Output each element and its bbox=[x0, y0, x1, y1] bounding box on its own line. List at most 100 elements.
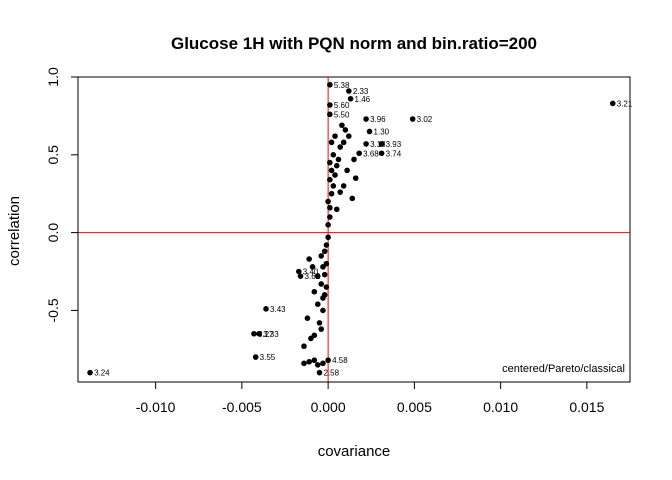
data-point bbox=[314, 362, 321, 368]
data-point bbox=[297, 273, 304, 279]
data-point bbox=[346, 133, 352, 139]
point-label: 3.68 bbox=[363, 149, 379, 158]
data-point bbox=[346, 88, 352, 94]
data-point bbox=[335, 156, 342, 163]
data-point bbox=[340, 139, 347, 146]
x-tick-label: 0.010 bbox=[483, 399, 518, 415]
data-point bbox=[366, 128, 373, 135]
data-point bbox=[327, 111, 333, 118]
data-point bbox=[340, 183, 347, 189]
y-tick-label: 0.0 bbox=[45, 223, 61, 243]
data-point bbox=[318, 326, 325, 332]
data-point bbox=[342, 127, 349, 133]
data-point bbox=[323, 242, 330, 248]
point-label: 2.58 bbox=[324, 369, 340, 378]
data-point bbox=[409, 116, 416, 122]
y-axis-label: correlation bbox=[6, 196, 23, 266]
data-point bbox=[337, 144, 344, 150]
x-tick-label: -0.005 bbox=[222, 399, 262, 415]
data-point bbox=[333, 206, 340, 213]
point-label: 5.50 bbox=[334, 110, 350, 119]
point-label: 2.33 bbox=[353, 87, 369, 96]
y-tick-label: 1.0 bbox=[45, 67, 61, 87]
data-point bbox=[363, 116, 369, 122]
x-tick-label: -0.010 bbox=[136, 399, 176, 415]
data-point bbox=[320, 307, 326, 314]
point-label: 4.58 bbox=[332, 356, 348, 365]
chart-title: Glucose 1H with PQN norm and bin.ratio=2… bbox=[171, 34, 537, 53]
data-point bbox=[323, 260, 330, 267]
x-axis-label: covariance bbox=[318, 443, 391, 460]
point-label: 5.38 bbox=[334, 81, 350, 90]
data-point bbox=[328, 167, 335, 174]
data-point bbox=[314, 273, 321, 279]
data-point bbox=[356, 150, 362, 157]
data-point bbox=[327, 204, 333, 211]
data-point bbox=[316, 320, 323, 326]
data-point bbox=[321, 292, 328, 298]
data-point bbox=[311, 288, 318, 295]
point-label: 3.93 bbox=[386, 140, 402, 149]
data-point bbox=[325, 222, 331, 228]
data-point bbox=[347, 95, 354, 102]
data-point bbox=[327, 176, 333, 183]
data-point bbox=[306, 358, 312, 365]
data-point bbox=[328, 190, 335, 197]
data-point bbox=[330, 152, 337, 158]
plot-frame bbox=[77, 76, 631, 383]
plot-area: -0.010 -0.005 0.000 0.005 0.010 0.015 -0.5 0.0 0… bbox=[45, 67, 633, 415]
data-point bbox=[325, 234, 331, 241]
data-point bbox=[327, 214, 333, 220]
data-point bbox=[363, 141, 369, 147]
data-point bbox=[327, 159, 333, 166]
point-label: 3.27 bbox=[258, 330, 274, 339]
point-label: 3.24 bbox=[94, 369, 110, 378]
point-label: 3.43 bbox=[270, 305, 286, 314]
point-label: 5.60 bbox=[334, 101, 350, 110]
data-point bbox=[87, 369, 93, 376]
point-label: 1.46 bbox=[355, 95, 371, 104]
data-point bbox=[311, 332, 318, 339]
y-tick-label: -0.5 bbox=[45, 298, 61, 322]
point-label: 1.30 bbox=[374, 127, 390, 136]
data-point bbox=[378, 150, 385, 157]
data-point bbox=[320, 360, 326, 367]
point-label: 3.18 bbox=[370, 140, 386, 149]
data-point bbox=[339, 122, 345, 129]
point-label: 3.55 bbox=[260, 353, 276, 362]
data-point bbox=[332, 172, 338, 178]
y-tick-label: 0.5 bbox=[45, 145, 61, 165]
data-point bbox=[321, 248, 328, 255]
data-point bbox=[344, 167, 350, 174]
data-point bbox=[309, 264, 316, 270]
x-tick-label: 0.015 bbox=[569, 399, 604, 415]
point-label: 3.33 bbox=[263, 330, 279, 339]
data-point bbox=[256, 330, 262, 337]
data-point bbox=[304, 315, 311, 321]
data-point bbox=[301, 360, 307, 367]
point-label: 3.74 bbox=[386, 149, 402, 158]
data-point bbox=[321, 271, 328, 278]
x-tick-label: 0.005 bbox=[397, 399, 432, 415]
data-point bbox=[378, 141, 385, 147]
data-point bbox=[328, 139, 335, 146]
point-label: 3.62 bbox=[305, 272, 321, 281]
data-point bbox=[609, 100, 616, 107]
data-point bbox=[352, 175, 359, 181]
point-label: 3.96 bbox=[370, 115, 386, 124]
data-point bbox=[318, 253, 325, 259]
data-point bbox=[351, 156, 357, 163]
data-point bbox=[327, 102, 333, 108]
data-point bbox=[301, 343, 307, 350]
data-point bbox=[314, 301, 321, 307]
point-label: 3.21 bbox=[617, 99, 633, 108]
data-point bbox=[327, 81, 333, 88]
data-point bbox=[349, 195, 356, 202]
method-annotation: centered/Pareto/classical bbox=[502, 363, 625, 375]
point-label: 3.40 bbox=[303, 268, 319, 277]
data-point bbox=[316, 369, 323, 376]
point-label: 3.02 bbox=[417, 115, 433, 124]
data-point bbox=[325, 357, 331, 364]
x-tick-label: 0.000 bbox=[311, 399, 346, 415]
data-point bbox=[306, 256, 312, 262]
